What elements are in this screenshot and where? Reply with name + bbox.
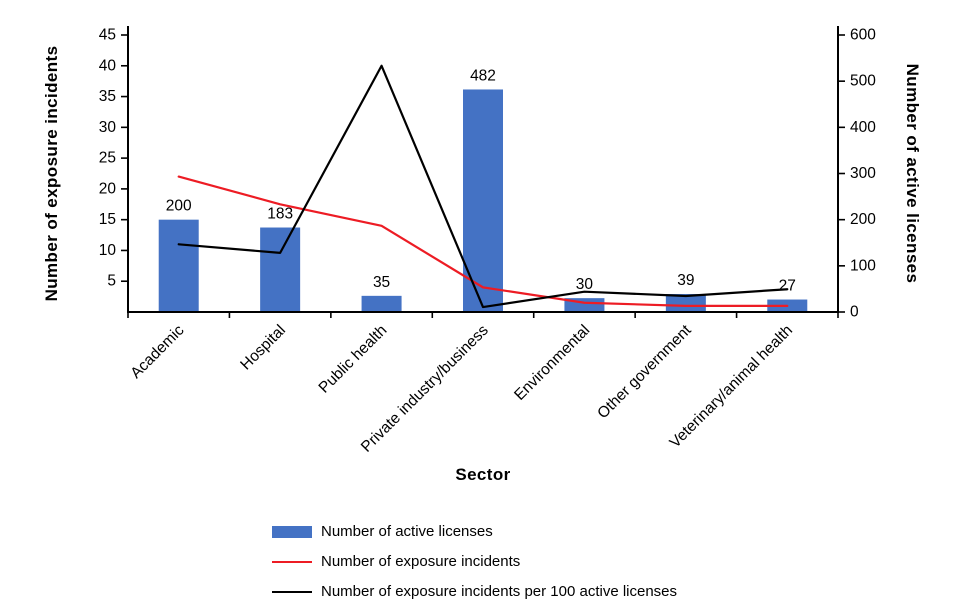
right-axis-tick-label: 100: [850, 257, 876, 274]
legend-item-incidents-per-100: Number of exposure incidents per 100 act…: [272, 583, 980, 601]
left-axis-tick-label: 25: [99, 150, 116, 167]
left-axis-tick-label: 45: [99, 27, 116, 44]
legend-marker-bar-icon: [272, 526, 312, 538]
legend-label-incidents-per-100: Number of exposure incidents per 100 act…: [321, 583, 678, 600]
left-axis-title: Number of exposure incidents: [42, 46, 61, 302]
bar-other-government: [665, 293, 706, 312]
category-label-hospital: Hospital: [237, 322, 289, 374]
right-axis-title: Number of active licenses: [903, 64, 922, 284]
bar-value-label-public-health: 35: [373, 274, 390, 291]
category-label-academic: Academic: [127, 322, 187, 382]
bar-hospital: [260, 227, 301, 312]
left-axis-tick-label: 15: [99, 211, 116, 228]
right-axis-tick-label: 500: [850, 73, 876, 90]
bar-value-label-academic: 200: [166, 198, 192, 215]
line-number-of-exposure-incidents: [177, 175, 789, 307]
legend-item-active-licenses: Number of active licenses: [272, 523, 980, 541]
left-axis-tick-label: 40: [99, 57, 117, 74]
bar-value-label-environmental: 30: [576, 276, 594, 293]
line-number-of-exposure-incidents-per-100-active-licenses: [177, 64, 789, 309]
category-label-environmental: Environmental: [511, 322, 593, 404]
bar-value-label-other-government: 39: [677, 272, 694, 289]
legend-item-exposure-incidents: Number of exposure incidents: [272, 553, 980, 571]
bar-academic: [158, 219, 199, 312]
right-axis-tick-label: 600: [850, 27, 876, 44]
combo-chart: 200 183 35 482 30 39 27 45 40 35 30 25 20 15 10 5 600 500…: [42, 26, 922, 484]
right-axis-tick-label: 300: [850, 165, 876, 182]
left-axis-tick-label: 30: [99, 119, 117, 136]
category-label-public-health: Public health: [316, 322, 391, 397]
legend-marker-red-line-icon: [272, 560, 312, 564]
right-axis-tick-label: 0: [850, 304, 859, 321]
left-axis-tick-label: 10: [99, 242, 117, 259]
x-axis-title: Sector: [455, 465, 510, 484]
bar-public-health: [361, 295, 402, 312]
legend-marker-black-line-icon: [272, 590, 312, 594]
legend-label-active-licenses: Number of active licenses: [321, 523, 493, 540]
bar-value-label-private-industry-business: 482: [470, 67, 496, 84]
left-axis-tick-label: 5: [107, 273, 116, 290]
bar-value-label-hospital: 183: [267, 206, 293, 223]
chart-legend: Number of active licenses Number of expo…: [272, 523, 980, 601]
legend-label-exposure-incidents: Number of exposure incidents: [321, 553, 521, 570]
left-axis-tick-label: 20: [99, 180, 117, 197]
right-axis-tick-label: 200: [850, 211, 876, 228]
category-label-other-government: Other government: [594, 321, 695, 422]
left-axis-tick-label: 35: [99, 88, 116, 105]
bar-value-label-veterinary-animal-health: 27: [779, 278, 796, 295]
right-axis-tick-label: 400: [850, 119, 876, 136]
